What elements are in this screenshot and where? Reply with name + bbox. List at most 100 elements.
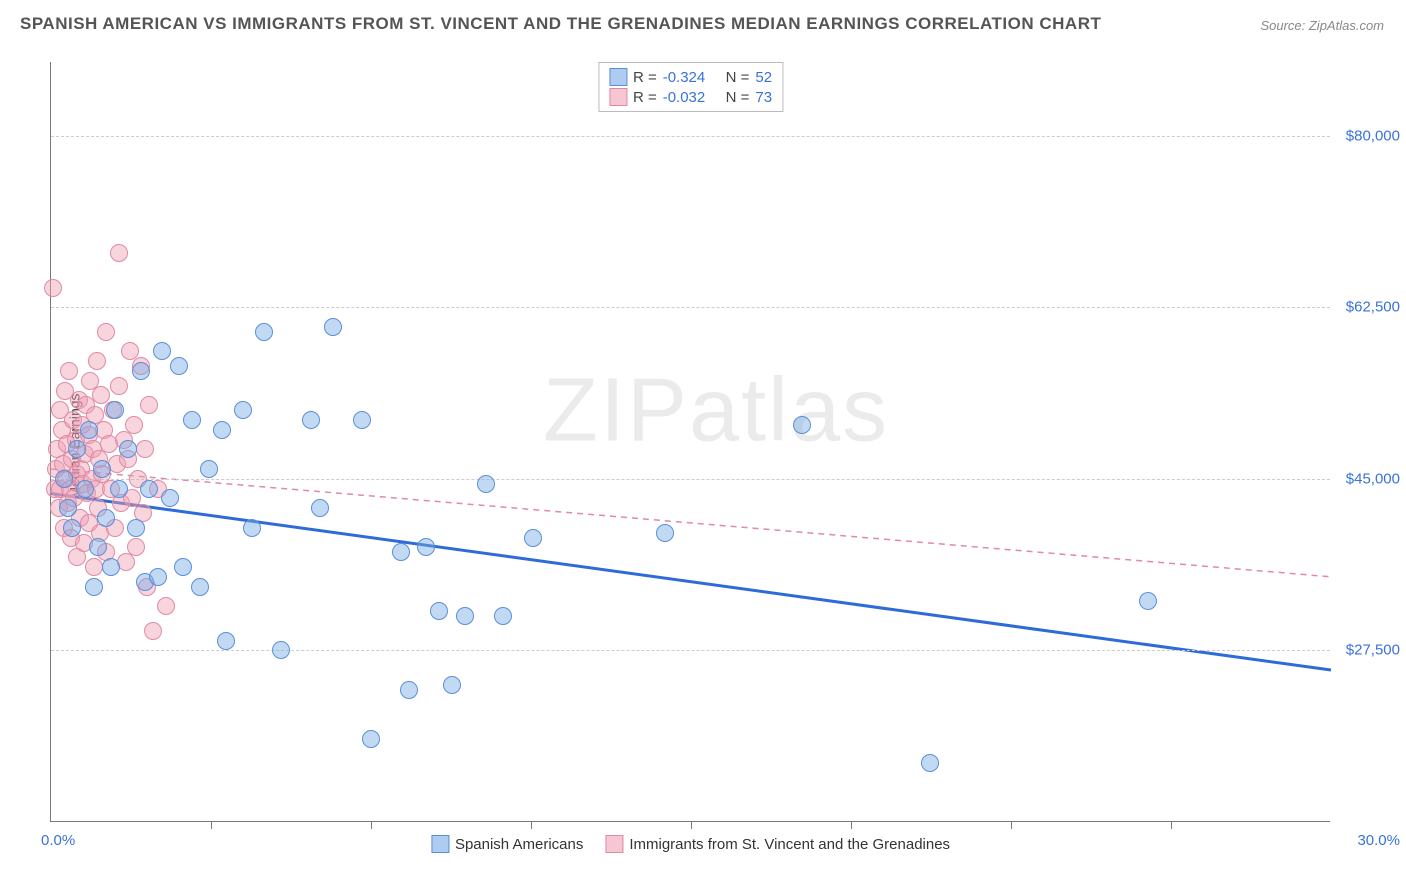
data-point — [200, 460, 218, 478]
r-value-2: -0.032 — [663, 89, 706, 106]
x-axis-tick — [211, 821, 212, 829]
y-axis-tick-label: $80,000 — [1335, 127, 1400, 144]
r-value-1: -0.324 — [663, 69, 706, 86]
x-axis-tick — [1171, 821, 1172, 829]
data-point — [89, 538, 107, 556]
swatch-pink-icon — [609, 88, 627, 106]
gridline — [51, 307, 1330, 308]
data-point — [183, 411, 201, 429]
data-point — [243, 519, 261, 537]
legend-row-series-2: R = -0.032 N = 73 — [609, 87, 772, 107]
data-point — [149, 568, 167, 586]
data-point — [97, 323, 115, 341]
series-legend: Spanish Americans Immigrants from St. Vi… — [431, 835, 950, 853]
n-label: N = — [726, 89, 750, 106]
data-point — [213, 421, 231, 439]
r-label: R = — [633, 69, 657, 86]
data-point — [324, 318, 342, 336]
x-axis-tick — [531, 821, 532, 829]
n-value-2: 73 — [755, 89, 772, 106]
data-point — [417, 538, 435, 556]
x-axis-tick — [851, 821, 852, 829]
data-point — [127, 538, 145, 556]
data-point — [153, 342, 171, 360]
data-point — [110, 377, 128, 395]
data-point — [217, 632, 235, 650]
trend-lines — [51, 62, 1331, 822]
data-point — [191, 578, 209, 596]
data-point — [85, 578, 103, 596]
data-point — [110, 480, 128, 498]
series-1-name: Spanish Americans — [455, 836, 583, 853]
data-point — [68, 440, 86, 458]
x-axis-tick — [371, 821, 372, 829]
data-point — [106, 401, 124, 419]
data-point — [272, 641, 290, 659]
data-point — [127, 519, 145, 537]
data-point — [255, 323, 273, 341]
source-attribution: Source: ZipAtlas.com — [1260, 18, 1384, 33]
trend-line — [51, 493, 1331, 670]
legend-item-series-1: Spanish Americans — [431, 835, 583, 853]
data-point — [76, 480, 94, 498]
r-label: R = — [633, 89, 657, 106]
data-point — [119, 440, 137, 458]
data-point — [477, 475, 495, 493]
data-point — [170, 357, 188, 375]
data-point — [494, 607, 512, 625]
data-point — [793, 416, 811, 434]
data-point — [174, 558, 192, 576]
data-point — [97, 509, 115, 527]
data-point — [102, 558, 120, 576]
y-axis-tick-label: $45,000 — [1335, 470, 1400, 487]
data-point — [1139, 592, 1157, 610]
data-point — [55, 470, 73, 488]
data-point — [353, 411, 371, 429]
data-point — [110, 244, 128, 262]
data-point — [311, 499, 329, 517]
data-point — [234, 401, 252, 419]
x-axis-tick — [1011, 821, 1012, 829]
data-point — [59, 499, 77, 517]
chart-title: SPANISH AMERICAN VS IMMIGRANTS FROM ST. … — [20, 14, 1101, 34]
data-point — [80, 421, 98, 439]
data-point — [157, 597, 175, 615]
gridline — [51, 650, 1330, 651]
scatter-plot-area: ZIPatlas R = -0.324 N = 52 R = -0.032 N … — [50, 62, 1330, 822]
data-point — [362, 730, 380, 748]
legend-row-series-1: R = -0.324 N = 52 — [609, 67, 772, 87]
swatch-pink-icon — [605, 835, 623, 853]
swatch-blue-icon — [609, 68, 627, 86]
data-point — [430, 602, 448, 620]
data-point — [88, 352, 106, 370]
data-point — [136, 440, 154, 458]
data-point — [456, 607, 474, 625]
data-point — [656, 524, 674, 542]
data-point — [144, 622, 162, 640]
data-point — [85, 558, 103, 576]
gridline — [51, 136, 1330, 137]
data-point — [63, 519, 81, 537]
data-point — [161, 489, 179, 507]
data-point — [400, 681, 418, 699]
correlation-legend: R = -0.324 N = 52 R = -0.032 N = 73 — [598, 62, 783, 112]
data-point — [93, 460, 111, 478]
y-axis-tick-label: $62,500 — [1335, 299, 1400, 316]
series-2-name: Immigrants from St. Vincent and the Gren… — [629, 836, 950, 853]
data-point — [302, 411, 320, 429]
data-point — [524, 529, 542, 547]
x-axis-min-label: 0.0% — [41, 832, 75, 849]
data-point — [921, 754, 939, 772]
x-axis-max-label: 30.0% — [1357, 832, 1400, 849]
x-axis-tick — [691, 821, 692, 829]
data-point — [125, 416, 143, 434]
data-point — [132, 362, 150, 380]
legend-item-series-2: Immigrants from St. Vincent and the Gren… — [605, 835, 950, 853]
swatch-blue-icon — [431, 835, 449, 853]
gridline — [51, 479, 1330, 480]
y-axis-tick-label: $27,500 — [1335, 642, 1400, 659]
data-point — [140, 480, 158, 498]
data-point — [392, 543, 410, 561]
data-point — [44, 279, 62, 297]
data-point — [140, 396, 158, 414]
